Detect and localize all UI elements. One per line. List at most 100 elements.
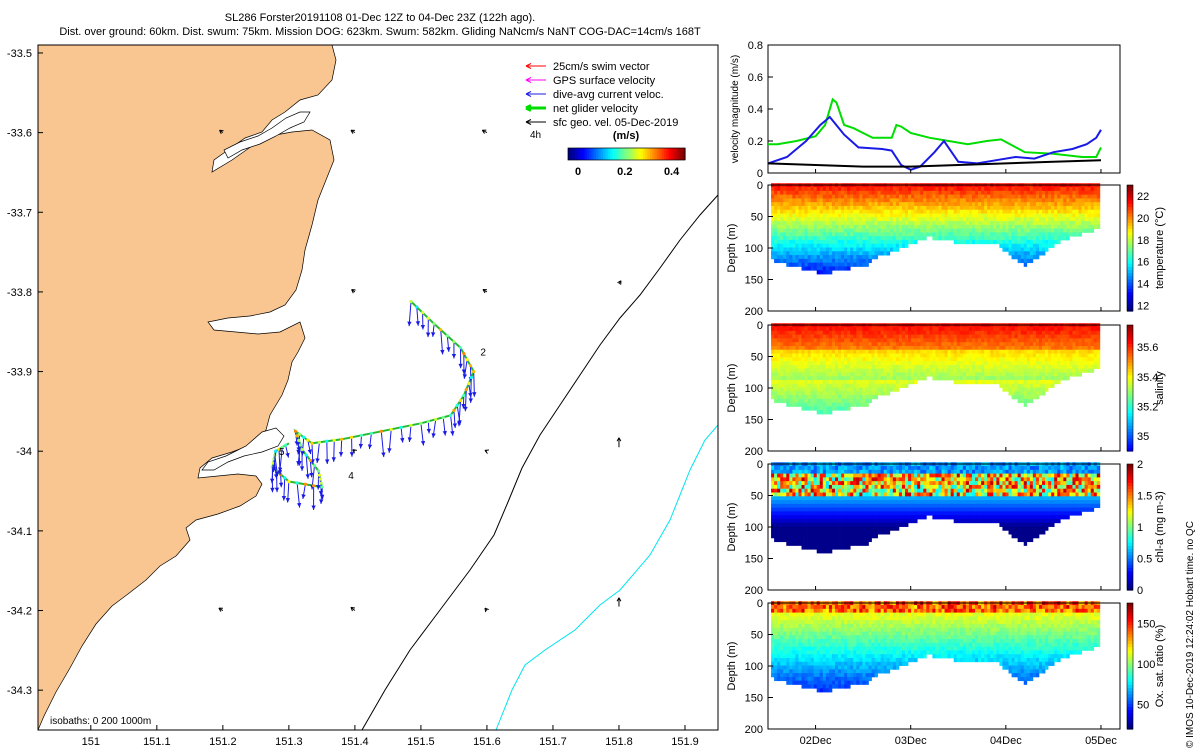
section-sample <box>856 209 860 214</box>
section-sample <box>965 357 970 362</box>
section-sample <box>1020 364 1025 370</box>
section-sample <box>914 342 918 347</box>
surfacing-point <box>465 358 469 362</box>
section-sample <box>789 500 793 505</box>
section-sample <box>771 376 775 381</box>
section-sample <box>1008 251 1012 256</box>
section-sample <box>1026 224 1031 230</box>
section-sample <box>831 511 836 516</box>
section-sample <box>801 376 805 381</box>
section-sample <box>895 353 900 358</box>
section-sample <box>825 488 830 493</box>
colorbar-cell <box>1127 188 1133 192</box>
section-sample <box>920 368 924 373</box>
section-sample <box>944 190 948 196</box>
section-sample <box>950 205 955 211</box>
section-sample <box>831 496 836 501</box>
section-sample <box>1090 213 1095 218</box>
section-sample <box>908 224 912 230</box>
section-sample <box>947 327 952 332</box>
section-sample <box>1084 345 1089 351</box>
section-sample <box>984 364 988 370</box>
section-sample <box>1042 387 1046 392</box>
section-sample <box>868 387 872 392</box>
section-sample <box>777 515 781 520</box>
section-sample <box>822 327 827 332</box>
section-sample <box>771 209 775 214</box>
section-sample <box>941 357 945 362</box>
section-sample <box>923 338 927 343</box>
section-sample <box>1066 372 1070 377</box>
section-sample <box>1045 236 1049 241</box>
section-sample <box>905 209 909 214</box>
section-sample <box>816 224 821 230</box>
section-sample <box>935 228 939 233</box>
section-sample <box>801 496 805 501</box>
section-sample <box>783 205 787 211</box>
section-sample <box>1072 342 1076 347</box>
section-sample <box>984 349 988 354</box>
section-sample <box>1014 213 1019 218</box>
section-sample <box>1020 379 1025 385</box>
section-sample <box>996 338 1000 343</box>
section-sample <box>1002 368 1006 373</box>
section-sample <box>825 224 830 230</box>
section-sample <box>923 349 927 354</box>
section-sample <box>984 187 988 192</box>
legend-entry: sfc geo. vel. 05-Dec-2019 <box>553 117 678 129</box>
section-sample <box>822 236 827 241</box>
section-sample <box>965 194 970 199</box>
section-sample <box>834 221 839 226</box>
section-sample <box>987 357 991 362</box>
section-sample <box>813 205 818 211</box>
section-sample <box>795 338 799 343</box>
section-sample <box>789 379 793 385</box>
section-sample <box>950 202 955 207</box>
section-sample <box>880 383 885 388</box>
section-sample <box>868 334 872 339</box>
section-sample <box>929 198 933 203</box>
section-sample <box>908 232 912 237</box>
section-sample <box>1090 187 1095 192</box>
section-sample <box>1045 217 1049 222</box>
section-sample <box>1072 213 1076 218</box>
section-sample <box>959 327 964 332</box>
section-sample <box>813 473 818 478</box>
section-sample <box>1075 353 1079 358</box>
section-sample <box>816 526 821 531</box>
section-sample <box>1063 357 1067 362</box>
colorbar-cell <box>1127 270 1133 274</box>
section-sample <box>844 213 848 218</box>
section-sample <box>1038 334 1043 339</box>
section-sample <box>1023 251 1028 256</box>
section-sample <box>1014 372 1019 377</box>
section-sample <box>774 511 778 516</box>
section-sample <box>853 379 857 385</box>
section-sample <box>1063 327 1067 332</box>
section-sample <box>810 372 815 377</box>
section-sample <box>780 228 784 233</box>
section-sample <box>1060 372 1064 377</box>
section-sample <box>813 395 818 400</box>
section-sample <box>838 217 842 222</box>
section-sample <box>868 228 872 233</box>
section-sample <box>984 368 988 373</box>
section-sample <box>889 372 894 377</box>
section-sample <box>1042 205 1046 211</box>
section-sample <box>971 236 976 241</box>
section-sample <box>816 221 821 226</box>
section-sample <box>923 217 927 222</box>
section-sample <box>786 334 790 339</box>
section-sample <box>792 217 796 222</box>
dive-current-head <box>468 398 473 403</box>
section-sample <box>819 379 824 385</box>
section-sample <box>868 209 872 214</box>
section-sample <box>810 228 815 233</box>
section-sample <box>926 217 930 222</box>
section-sample <box>892 209 897 214</box>
section-sample <box>892 368 897 373</box>
section-sample <box>1005 327 1009 332</box>
section-sample <box>1014 349 1019 354</box>
section-sample <box>801 224 805 230</box>
section-sample <box>993 349 997 354</box>
